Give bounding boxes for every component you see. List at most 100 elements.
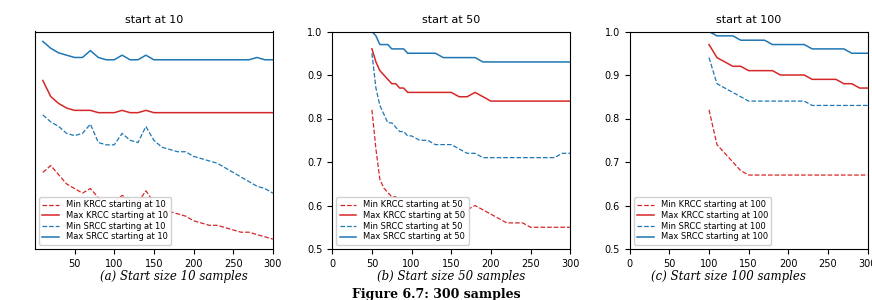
Max SRCC starting at 10 xyxy=(252,56,262,59)
Min SRCC starting at 50 xyxy=(414,138,425,142)
Min KRCC starting at 100 xyxy=(847,173,857,177)
Max KRCC starting at 100 xyxy=(807,77,817,81)
Min SRCC starting at 10 xyxy=(101,143,112,147)
Max SRCC starting at 10 xyxy=(37,40,48,43)
Min SRCC starting at 50 xyxy=(367,52,378,55)
Max SRCC starting at 10 xyxy=(117,53,127,57)
Min KRCC starting at 10 xyxy=(61,182,72,186)
Min SRCC starting at 100 xyxy=(775,99,786,103)
Min KRCC starting at 10 xyxy=(125,198,135,202)
Min KRCC starting at 50 xyxy=(391,195,401,199)
Min SRCC starting at 10 xyxy=(140,125,151,128)
Max KRCC starting at 10 xyxy=(204,111,215,115)
Max SRCC starting at 100 xyxy=(719,34,730,38)
Min SRCC starting at 50 xyxy=(438,143,448,146)
Max SRCC starting at 10 xyxy=(165,58,175,61)
Min SRCC starting at 50 xyxy=(478,156,488,160)
Min KRCC starting at 100 xyxy=(783,173,794,177)
Max KRCC starting at 50 xyxy=(375,69,385,72)
Max KRCC starting at 10 xyxy=(235,111,246,115)
Min SRCC starting at 10 xyxy=(268,191,278,195)
Max KRCC starting at 50 xyxy=(399,86,409,90)
Min SRCC starting at 100 xyxy=(839,104,849,107)
Max SRCC starting at 50 xyxy=(517,60,528,64)
Max KRCC starting at 10 xyxy=(268,111,278,115)
Min KRCC starting at 100 xyxy=(735,169,746,172)
Min KRCC starting at 50 xyxy=(394,200,405,203)
Min KRCC starting at 10 xyxy=(212,224,222,227)
Max SRCC starting at 10 xyxy=(133,58,143,61)
Max KRCC starting at 10 xyxy=(109,111,119,115)
Min KRCC starting at 10 xyxy=(140,189,151,193)
Max SRCC starting at 10 xyxy=(157,58,167,61)
Min SRCC starting at 100 xyxy=(767,99,778,103)
Max KRCC starting at 100 xyxy=(719,60,730,64)
Max SRCC starting at 100 xyxy=(712,34,722,38)
Max KRCC starting at 10 xyxy=(37,79,48,82)
Max SRCC starting at 50 xyxy=(438,56,448,59)
Max SRCC starting at 50 xyxy=(534,60,544,64)
Max KRCC starting at 100 xyxy=(760,69,770,72)
Min KRCC starting at 100 xyxy=(862,173,872,177)
Max SRCC starting at 10 xyxy=(235,58,246,61)
Line: Max SRCC starting at 50: Max SRCC starting at 50 xyxy=(372,32,570,62)
Min KRCC starting at 100 xyxy=(727,160,738,164)
Max SRCC starting at 100 xyxy=(791,43,801,46)
Min KRCC starting at 50 xyxy=(501,221,512,225)
Min SRCC starting at 100 xyxy=(791,99,801,103)
Min KRCC starting at 50 xyxy=(422,204,433,207)
Max SRCC starting at 10 xyxy=(204,58,215,61)
Min SRCC starting at 100 xyxy=(814,104,825,107)
Min SRCC starting at 50 xyxy=(446,143,457,146)
Min KRCC starting at 50 xyxy=(565,225,576,229)
Max SRCC starting at 100 xyxy=(799,43,809,46)
Min KRCC starting at 100 xyxy=(704,108,714,112)
Max KRCC starting at 10 xyxy=(69,109,79,112)
Min SRCC starting at 50 xyxy=(422,138,433,142)
Min KRCC starting at 50 xyxy=(371,147,381,151)
Min SRCC starting at 10 xyxy=(260,187,270,190)
Min KRCC starting at 50 xyxy=(402,200,412,203)
Max SRCC starting at 100 xyxy=(704,30,714,33)
Max KRCC starting at 10 xyxy=(78,109,88,112)
Min KRCC starting at 50 xyxy=(557,225,568,229)
Min KRCC starting at 50 xyxy=(399,200,409,203)
Max KRCC starting at 50 xyxy=(414,91,425,94)
Max KRCC starting at 100 xyxy=(752,69,762,72)
Min KRCC starting at 100 xyxy=(839,173,849,177)
Max SRCC starting at 10 xyxy=(101,58,112,61)
Min SRCC starting at 10 xyxy=(61,132,72,135)
Legend: Min KRCC starting at 100, Max KRCC starting at 100, Min SRCC starting at 100, Ma: Min KRCC starting at 100, Max KRCC start… xyxy=(634,197,771,245)
Min KRCC starting at 10 xyxy=(181,214,191,218)
Max SRCC starting at 50 xyxy=(378,43,389,46)
Max SRCC starting at 50 xyxy=(525,60,535,64)
Min KRCC starting at 50 xyxy=(462,208,473,212)
Max KRCC starting at 10 xyxy=(117,109,127,112)
Min SRCC starting at 10 xyxy=(220,166,230,169)
Max KRCC starting at 10 xyxy=(148,111,159,115)
Min SRCC starting at 50 xyxy=(406,134,417,138)
Min SRCC starting at 50 xyxy=(383,121,393,124)
Min SRCC starting at 100 xyxy=(847,104,857,107)
Max SRCC starting at 10 xyxy=(188,58,199,61)
Max SRCC starting at 50 xyxy=(399,47,409,51)
Max SRCC starting at 100 xyxy=(862,52,872,55)
Min SRCC starting at 50 xyxy=(462,152,473,155)
Max KRCC starting at 10 xyxy=(252,111,262,115)
Max SRCC starting at 100 xyxy=(775,43,786,46)
Min SRCC starting at 50 xyxy=(517,156,528,160)
Max KRCC starting at 100 xyxy=(735,64,746,68)
Max SRCC starting at 10 xyxy=(220,58,230,61)
Title: start at 100: start at 100 xyxy=(716,15,781,25)
Min SRCC starting at 10 xyxy=(188,154,199,158)
Min KRCC starting at 50 xyxy=(430,204,440,207)
Min SRCC starting at 50 xyxy=(454,147,465,151)
Min KRCC starting at 50 xyxy=(375,178,385,181)
Min KRCC starting at 10 xyxy=(244,230,255,234)
Max SRCC starting at 10 xyxy=(140,53,151,57)
Min KRCC starting at 10 xyxy=(148,200,159,204)
Min KRCC starting at 10 xyxy=(188,219,199,223)
Min KRCC starting at 100 xyxy=(791,173,801,177)
Max KRCC starting at 10 xyxy=(220,111,230,115)
Min KRCC starting at 10 xyxy=(235,230,246,234)
